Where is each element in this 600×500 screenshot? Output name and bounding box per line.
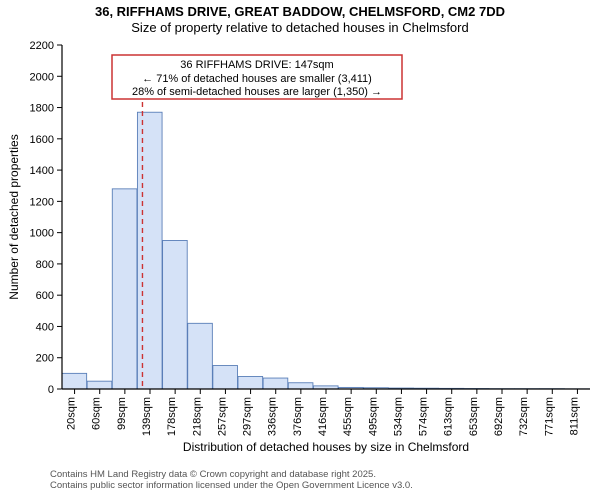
svg-text:← 71% of detached houses are s: ← 71% of detached houses are smaller (3,… (142, 73, 372, 85)
svg-text:178sqm: 178sqm (166, 397, 178, 436)
svg-text:2200: 2200 (30, 40, 54, 52)
svg-text:732sqm: 732sqm (518, 397, 530, 436)
svg-text:811sqm: 811sqm (568, 397, 580, 435)
svg-text:400: 400 (36, 321, 54, 333)
title-line-1: 36, RIFFHAMS DRIVE, GREAT BADDOW, CHELMS… (0, 4, 600, 20)
svg-text:1800: 1800 (30, 102, 54, 114)
svg-text:2000: 2000 (30, 71, 54, 83)
svg-text:771sqm: 771sqm (543, 397, 555, 436)
svg-text:200: 200 (36, 352, 54, 364)
svg-text:28% of semi-detached houses ar: 28% of semi-detached houses are larger (… (132, 86, 382, 98)
svg-text:495sqm: 495sqm (367, 397, 379, 436)
svg-text:218sqm: 218sqm (191, 397, 203, 436)
svg-text:36 RIFFHAMS DRIVE: 147sqm: 36 RIFFHAMS DRIVE: 147sqm (180, 59, 333, 71)
svg-text:692sqm: 692sqm (493, 397, 505, 436)
svg-text:574sqm: 574sqm (418, 397, 430, 436)
svg-text:800: 800 (36, 258, 54, 270)
footer-line-1: Contains HM Land Registry data © Crown c… (50, 469, 592, 480)
svg-text:Distribution of detached house: Distribution of detached houses by size … (183, 440, 469, 454)
svg-text:376sqm: 376sqm (292, 397, 304, 436)
footer-line-2: Contains public sector information licen… (50, 480, 592, 491)
svg-text:600: 600 (36, 290, 54, 302)
svg-text:20sqm: 20sqm (66, 397, 78, 430)
svg-text:257sqm: 257sqm (216, 397, 228, 436)
histogram-chart: 0 200 400 600 800 1000 1200 1400 1600 1800 2000 220… (0, 37, 600, 467)
svg-text:1600: 1600 (30, 133, 54, 145)
svg-text:653sqm: 653sqm (468, 397, 480, 436)
svg-text:Number of detached properties: Number of detached properties (7, 134, 21, 299)
svg-text:1200: 1200 (30, 196, 54, 208)
svg-text:99sqm: 99sqm (116, 397, 128, 430)
svg-text:0: 0 (48, 384, 54, 396)
svg-text:60sqm: 60sqm (91, 397, 103, 430)
footer-attribution: Contains HM Land Registry data © Crown c… (0, 467, 600, 496)
svg-text:336sqm: 336sqm (267, 397, 279, 436)
svg-text:139sqm: 139sqm (141, 397, 153, 436)
svg-text:455sqm: 455sqm (342, 397, 354, 436)
title-line-2: Size of property relative to detached ho… (0, 20, 600, 36)
svg-text:1400: 1400 (30, 165, 54, 177)
chart-area: 0 200 400 600 800 1000 1200 1400 1600 1800 2000 220… (0, 37, 600, 467)
svg-text:613sqm: 613sqm (443, 397, 455, 436)
chart-title: 36, RIFFHAMS DRIVE, GREAT BADDOW, CHELMS… (0, 0, 600, 37)
svg-text:534sqm: 534sqm (392, 397, 404, 436)
svg-text:416sqm: 416sqm (317, 397, 329, 436)
svg-text:1000: 1000 (30, 227, 54, 239)
svg-text:297sqm: 297sqm (242, 397, 254, 436)
